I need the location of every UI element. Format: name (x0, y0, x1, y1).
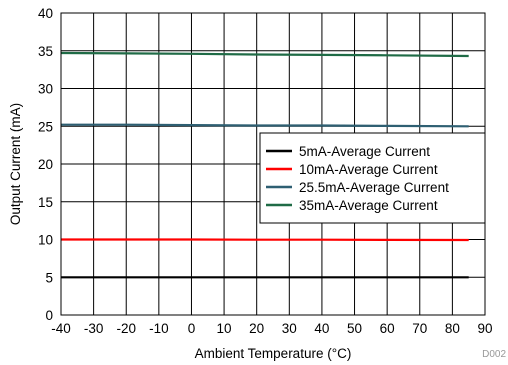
y-tick-label: 5 (45, 270, 53, 285)
legend-box (259, 132, 486, 224)
y-tick-label: 35 (38, 44, 53, 59)
x-tick-label: 70 (412, 321, 427, 336)
y-tick-label: 20 (38, 157, 53, 172)
x-tick-label: 30 (282, 321, 297, 336)
legend-label: 5mA-Average Current (299, 144, 430, 159)
legend-label: 10mA-Average Current (299, 162, 438, 177)
y-tick-label: 0 (45, 308, 53, 323)
x-tick-label: 90 (477, 321, 492, 336)
x-tick-label: -20 (116, 321, 136, 336)
y-tick-label: 30 (38, 82, 53, 97)
x-tick-label: 80 (445, 321, 460, 336)
series-lines (60, 51, 469, 279)
x-tick-label: 0 (188, 321, 196, 336)
series-line-2 (61, 238, 469, 242)
figure-id: D002 (482, 349, 506, 360)
x-tick-label: -10 (149, 321, 169, 336)
series-line-3 (61, 123, 469, 128)
y-tick-label: 10 (38, 233, 53, 248)
x-tick-label: 40 (314, 321, 329, 336)
x-tick-label: 10 (217, 321, 232, 336)
x-tick-label: 50 (347, 321, 362, 336)
legend: 5mA-Average Current 10mA-Average Current 2… (259, 132, 486, 224)
x-axis-label: Ambient Temperature (°C) (195, 346, 352, 361)
x-tick-label: -30 (84, 321, 104, 336)
y-tick-labels: 0 5 10 15 20 25 30 35 40 (38, 6, 53, 323)
series-line-4 (60, 51, 469, 58)
y-tick-label: 25 (38, 119, 53, 134)
x-tick-labels: -40 -30 -20 -10 0 10 20 30 40 50 60 70 80 90 (51, 321, 492, 336)
y-axis-label: Output Current (mA) (8, 103, 23, 225)
x-tick-label: 20 (249, 321, 264, 336)
x-tick-label: -40 (51, 321, 71, 336)
y-tick-label: 40 (38, 6, 53, 21)
legend-label: 35mA-Average Current (299, 198, 438, 213)
x-tick-label: 60 (380, 321, 395, 336)
legend-label: 25.5mA-Average Current (299, 180, 449, 195)
y-tick-label: 15 (38, 195, 53, 210)
